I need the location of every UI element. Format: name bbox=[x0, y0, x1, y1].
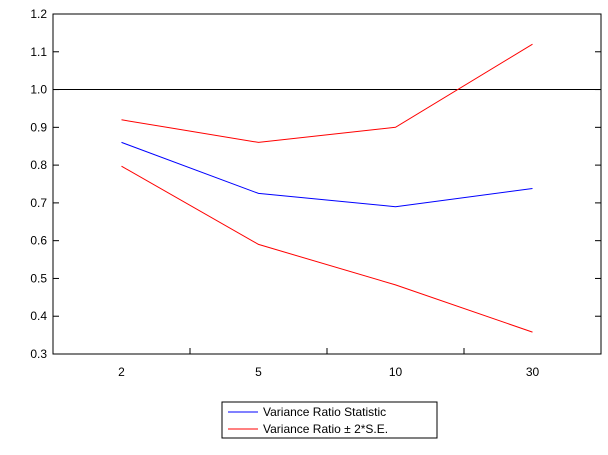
y-tick-label: 1.2 bbox=[30, 7, 47, 21]
y-tick-label: 0.3 bbox=[30, 347, 47, 361]
x-tick-label: 2 bbox=[118, 365, 125, 379]
y-tick-label: 0.7 bbox=[30, 196, 47, 210]
y-tick-label: 0.4 bbox=[30, 309, 47, 323]
y-tick-label: 1.1 bbox=[30, 45, 47, 59]
y-tick-label: 1.0 bbox=[30, 83, 47, 97]
x-axis: 2 5 10 30 bbox=[118, 348, 539, 379]
y-tick-label: 0.5 bbox=[30, 271, 47, 285]
x-tick-label: 30 bbox=[526, 365, 540, 379]
legend: Variance Ratio Statistic Variance Ratio … bbox=[221, 401, 438, 439]
x-tick-label: 10 bbox=[389, 365, 403, 379]
legend-box bbox=[221, 401, 438, 439]
series-line-lower-band bbox=[121, 165, 533, 333]
legend-label-bands: Variance Ratio ± 2*S.E. bbox=[263, 422, 388, 436]
y-tick-label: 0.8 bbox=[30, 158, 47, 172]
y-tick-label: 0.9 bbox=[30, 120, 47, 134]
legend-label-statistic: Variance Ratio Statistic bbox=[263, 405, 386, 419]
y-axis: 0.3 0.4 0.5 0.6 0.7 0.8 0.9 1.0 1.1 1.2 bbox=[30, 7, 601, 361]
y-tick-label: 0.6 bbox=[30, 234, 47, 248]
series-lines bbox=[121, 43, 533, 333]
x-tick-label: 5 bbox=[255, 365, 262, 379]
plot-area bbox=[52, 13, 602, 355]
series-line-statistic bbox=[121, 141, 533, 208]
series-line-upper-band bbox=[121, 43, 533, 143]
